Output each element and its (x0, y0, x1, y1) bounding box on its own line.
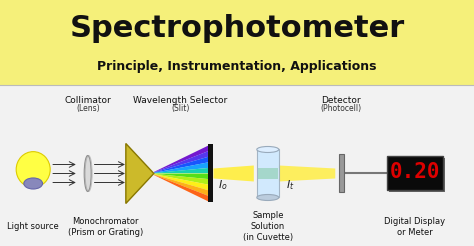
Text: Monochromator
(Prism or Grating): Monochromator (Prism or Grating) (68, 217, 143, 237)
Ellipse shape (84, 155, 91, 191)
Text: 0.20: 0.20 (390, 163, 440, 183)
Ellipse shape (257, 146, 279, 153)
Polygon shape (154, 162, 209, 173)
Text: (Slit): (Slit) (171, 104, 190, 113)
Polygon shape (154, 174, 209, 190)
Polygon shape (154, 174, 209, 185)
Text: Wavelength Selector: Wavelength Selector (133, 96, 228, 105)
Bar (387, 156, 443, 190)
Bar (389, 158, 445, 192)
Text: $I_o$: $I_o$ (218, 179, 228, 192)
Text: (Photocell): (Photocell) (321, 104, 362, 113)
Bar (339, 154, 344, 192)
Polygon shape (154, 157, 209, 173)
Polygon shape (154, 175, 209, 201)
Polygon shape (154, 145, 209, 172)
Polygon shape (154, 173, 209, 179)
Polygon shape (154, 168, 209, 173)
Bar (0, 85, 474, 246)
Polygon shape (279, 166, 335, 182)
Bar (257, 150, 279, 198)
Text: Detector: Detector (321, 96, 361, 105)
Text: $I_t$: $I_t$ (285, 179, 294, 192)
Bar (209, 144, 213, 202)
Polygon shape (154, 151, 209, 173)
Text: Digital Display
or Meter: Digital Display or Meter (384, 217, 445, 237)
Ellipse shape (257, 195, 279, 200)
Text: Light source: Light source (7, 222, 59, 231)
Bar (258, 168, 278, 179)
Text: (Lens): (Lens) (76, 104, 100, 113)
Bar (0, 0, 474, 85)
Text: Principle, Instrumentation, Applications: Principle, Instrumentation, Applications (97, 60, 377, 73)
Ellipse shape (16, 152, 50, 187)
Text: Collimator: Collimator (64, 96, 111, 105)
Ellipse shape (24, 178, 43, 189)
Text: Sample
Solution
(in Cuvette): Sample Solution (in Cuvette) (243, 211, 293, 242)
Polygon shape (154, 174, 209, 196)
Text: Spectrophotometer: Spectrophotometer (69, 14, 405, 43)
Polygon shape (213, 166, 254, 182)
Polygon shape (126, 143, 154, 203)
